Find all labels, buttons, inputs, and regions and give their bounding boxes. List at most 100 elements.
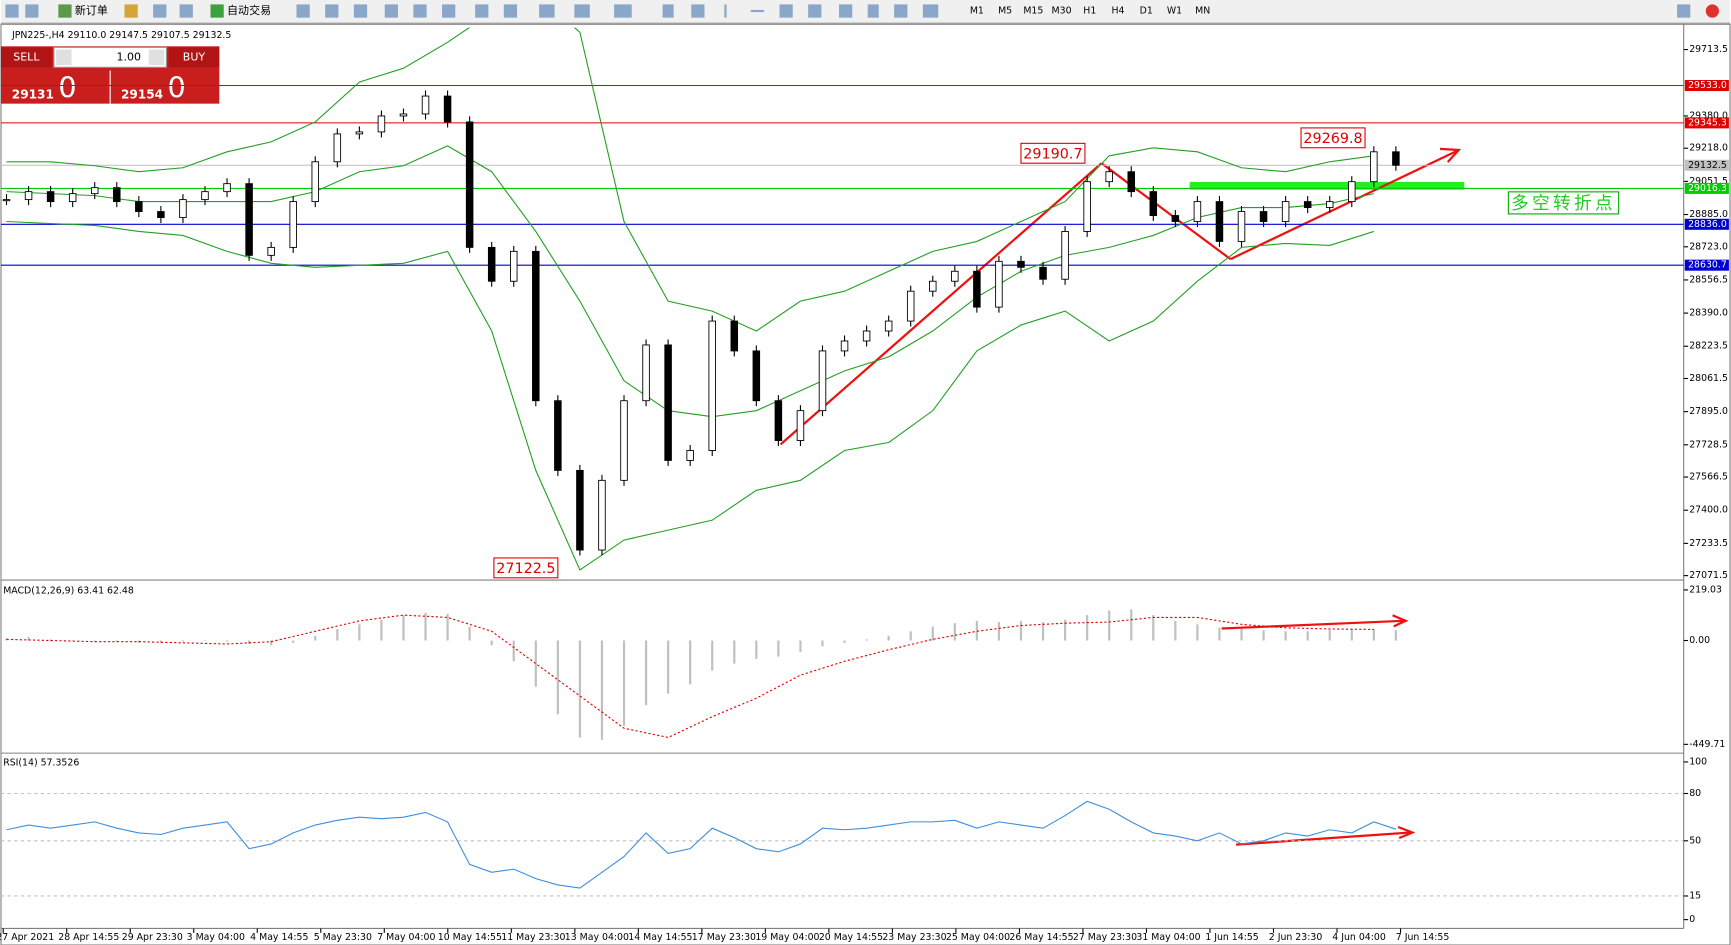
macd-bar	[975, 620, 978, 641]
macd-bar	[49, 639, 52, 641]
buy-button[interactable]: BUY	[183, 50, 206, 63]
y-tick-label: 27071.5	[1689, 570, 1728, 581]
timeframe-button[interactable]: M30	[1052, 6, 1072, 17]
candle-body	[465, 121, 474, 248]
y-tick-label: 27566.5	[1689, 472, 1728, 483]
macd-bar	[314, 635, 317, 641]
macd-bar	[711, 640, 714, 671]
timeframe-button[interactable]: H1	[1083, 6, 1096, 17]
macd-bar	[424, 612, 427, 641]
macd-bar	[931, 626, 934, 641]
macd-bar	[843, 640, 846, 643]
rsi-label: RSI(14) 57.3526	[3, 758, 79, 769]
macd-bar	[1174, 620, 1177, 641]
macd-bar	[402, 615, 405, 641]
candle-body	[840, 340, 849, 352]
timeframe-button[interactable]: M5	[998, 6, 1012, 17]
macd-bar	[667, 640, 670, 694]
macd-bar	[534, 640, 537, 687]
ask-pips: 0	[168, 70, 186, 104]
y-tick-label: -449.71	[1689, 739, 1725, 750]
macd-bar	[1108, 610, 1111, 641]
candle-body	[1083, 181, 1091, 232]
macd-bar	[490, 640, 493, 646]
candle-body	[532, 250, 540, 402]
toolbar	[0, 0, 1731, 24]
candle-body	[46, 191, 55, 203]
candle-body	[1215, 201, 1224, 242]
symbol-info: JPN225-,H4 29110.0 29147.5 29107.5 29132…	[11, 30, 231, 41]
macd-bar	[622, 640, 626, 726]
bollinger-lower	[6, 220, 1375, 571]
y-tick-label: 28390.0	[1689, 308, 1728, 319]
macd-label: MACD(12,26,9) 63.41 62.48	[3, 586, 134, 597]
candle-body	[1039, 266, 1047, 280]
trade-panel: SELL 1.00 BUY 29131 0 29154 0	[0, 46, 220, 104]
annotation: 多空转折点	[1511, 193, 1616, 214]
x-tick-label: 10 May 14:55	[438, 932, 502, 943]
candle-body	[1105, 171, 1113, 183]
level-tag	[1684, 259, 1729, 271]
candle-body	[1348, 181, 1356, 203]
bollinger-middle	[6, 145, 1374, 418]
candle-body	[1303, 201, 1312, 209]
level-label: 29016.3	[1688, 183, 1727, 194]
y-tick-label: 80	[1689, 788, 1701, 799]
y-tick-label: 219.03	[1689, 584, 1722, 595]
lot-input[interactable]: 1.00	[117, 50, 142, 63]
candle-body	[1259, 211, 1268, 222]
timeframe-button[interactable]: M1	[970, 6, 984, 17]
x-tick-label: 17 May 23:30	[692, 932, 756, 943]
candle-body	[620, 400, 628, 481]
candle-body	[289, 201, 297, 248]
candle-body	[1193, 201, 1202, 222]
candle-body	[752, 350, 761, 402]
candle-body	[973, 270, 981, 308]
candle-body	[135, 201, 143, 212]
sell-button[interactable]: SELL	[13, 50, 40, 63]
candle-body	[576, 469, 584, 551]
auto-trading[interactable]: 自动交易	[227, 3, 271, 17]
timeframe-button[interactable]: D1	[1140, 6, 1153, 17]
macd-bar	[380, 619, 383, 641]
drawings	[779, 147, 1465, 846]
level-tag	[1684, 79, 1729, 92]
new-order[interactable]: 新订单	[75, 3, 108, 17]
macd-bar	[578, 640, 582, 738]
macd-bar	[799, 640, 802, 653]
y-tick-label: 28223.5	[1689, 341, 1728, 352]
macd-bar	[93, 640, 96, 642]
candle-body	[1061, 231, 1069, 280]
x-tick-label: 26 May 14:55	[1009, 932, 1073, 943]
macd-plot	[5, 609, 1397, 740]
macd-bar	[1394, 630, 1397, 641]
candle-body	[311, 161, 320, 203]
candle-body	[1017, 260, 1025, 268]
macd-bar	[909, 631, 912, 641]
candle-body	[730, 320, 739, 352]
candle-body	[1325, 201, 1334, 209]
macd-bar	[1328, 630, 1331, 641]
timeframe-button[interactable]: MN	[1195, 6, 1210, 17]
x-tick-label: 20 May 14:55	[819, 932, 883, 943]
macd-bar	[292, 640, 295, 643]
candle-body	[1370, 151, 1378, 183]
y-tick-label: 50	[1689, 835, 1701, 846]
macd-signal	[6, 614, 1374, 739]
x-tick-label: 4 Jun 04:00	[1332, 932, 1386, 943]
level-label: 29132.5	[1688, 160, 1727, 171]
bid-pips: 0	[58, 70, 76, 104]
macd-bar	[644, 640, 648, 706]
timeframe-button[interactable]: W1	[1167, 6, 1182, 17]
macd-bar	[733, 640, 736, 664]
macd-bar	[755, 640, 758, 659]
timeframe-button[interactable]: H4	[1112, 6, 1125, 17]
annotation: 29269.8	[1303, 131, 1362, 147]
macd-bar	[1196, 624, 1199, 641]
macd-bar	[358, 624, 361, 641]
y-tick-label: 28061.5	[1689, 373, 1728, 384]
timeframe-button[interactable]: M15	[1023, 6, 1043, 17]
level-label: 29345.3	[1688, 117, 1727, 128]
x-tick-label: 31 May 04:00	[1136, 932, 1200, 943]
candle-body	[1281, 201, 1290, 222]
